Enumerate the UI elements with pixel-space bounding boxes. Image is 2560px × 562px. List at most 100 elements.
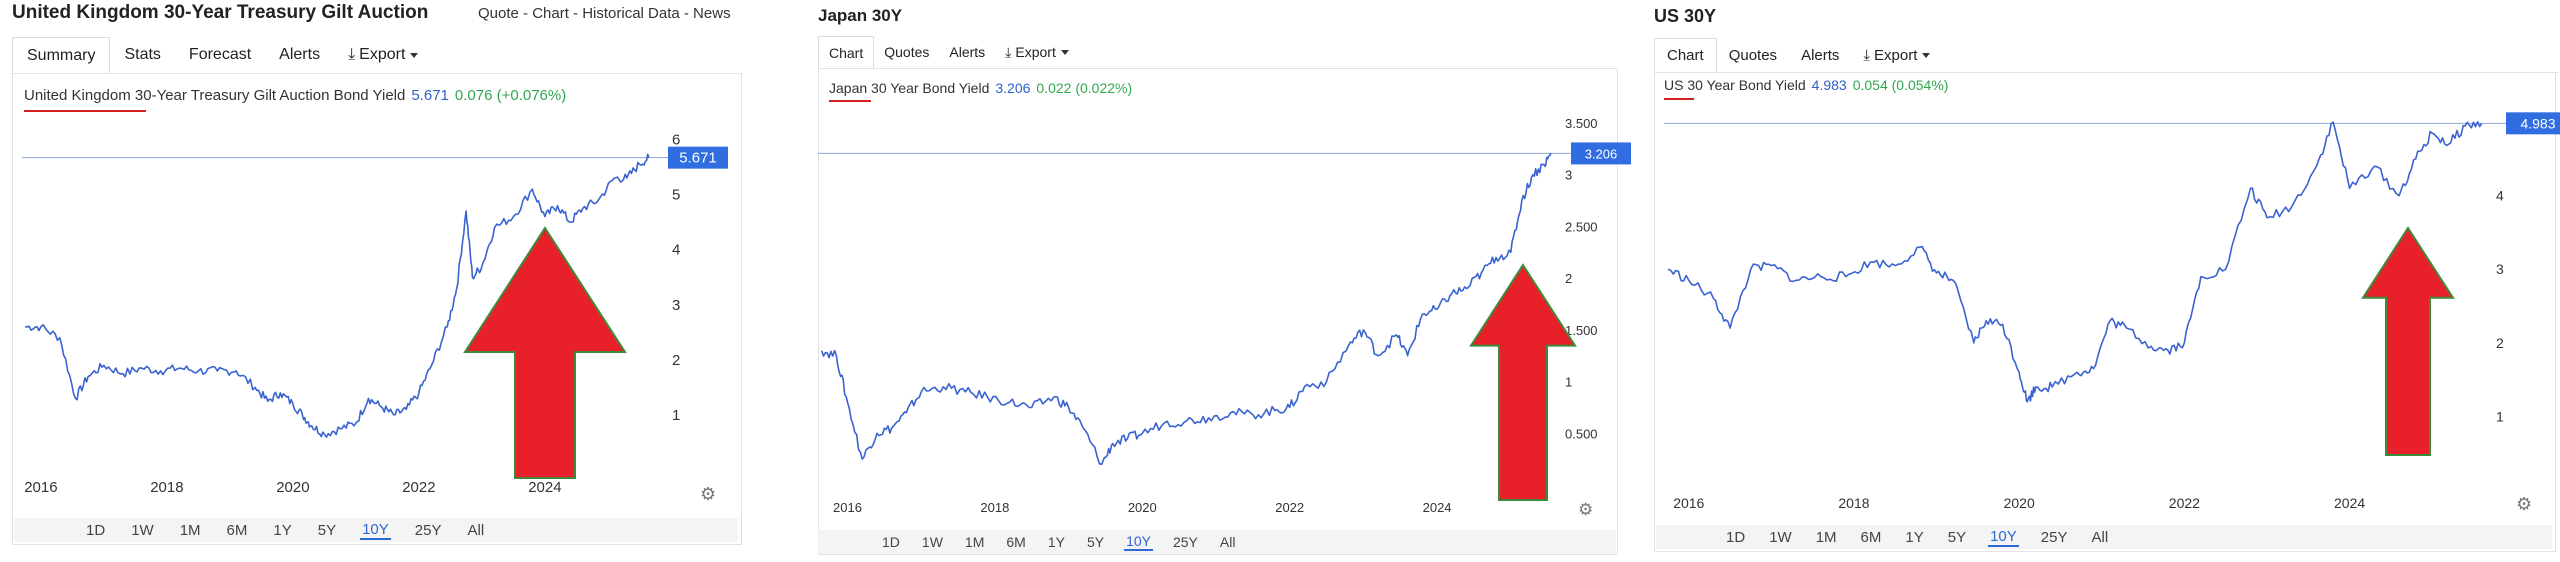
current-value-label: 5.671: [679, 150, 717, 167]
y-tick-label: 4: [2496, 188, 2504, 204]
range-1d[interactable]: 1D: [1726, 528, 1746, 546]
range-5y[interactable]: 5Y: [1086, 534, 1105, 550]
tab-stats[interactable]: Stats: [124, 46, 161, 63]
download-icon: ⤓: [348, 46, 356, 63]
us-30y-panel: US 30Y Chart Quotes Alerts ⤓ Export US 30…: [1650, 0, 2560, 562]
download-icon: ⤓: [1863, 46, 1871, 64]
line-chart: 1 2 3 4 5 6 2016 2018 2020 2022 2024 5.671: [22, 132, 728, 496]
range-25y[interactable]: 25Y: [414, 521, 442, 539]
gear-icon[interactable]: ⚙: [2516, 494, 2533, 514]
range-10y[interactable]: 10Y: [360, 520, 391, 540]
range-25y[interactable]: 25Y: [2040, 528, 2068, 546]
legend-series-underline: [24, 110, 146, 112]
y-tick-label: 1: [1565, 375, 1572, 390]
legend-name: United Kingdom 30-Year Treasury Gilt Auc…: [24, 87, 406, 104]
range-1d[interactable]: 1D: [86, 521, 106, 539]
tab-quotes[interactable]: Quotes: [884, 44, 930, 60]
y-tick-label: 1: [672, 407, 680, 424]
gear-icon[interactable]: ⚙: [1578, 500, 1594, 519]
tab-forecast[interactable]: Forecast: [188, 46, 252, 63]
line-chart: 0.500 1 1.500 2 2.500 3 3.500 2016 2018 2020 2022 2…: [818, 116, 1631, 515]
header-links[interactable]: Quote - Chart - Historical Data - News: [478, 5, 731, 22]
range-all[interactable]: All: [1219, 534, 1236, 550]
range-6m[interactable]: 6M: [226, 521, 248, 539]
range-all[interactable]: All: [467, 521, 485, 539]
export-dropdown[interactable]: ⤓ Export: [995, 36, 1079, 68]
panel-title: Japan 30Y: [818, 6, 903, 25]
legend-series-underline: [1664, 98, 1694, 100]
chart-frame: [12, 73, 742, 545]
x-tick-label: 2016: [1673, 495, 1704, 511]
series-line: [1667, 121, 2483, 403]
chart-legend: United Kingdom 30-Year Treasury Gilt Auc…: [24, 87, 566, 104]
y-tick-label: 3.500: [1565, 116, 1598, 131]
range-all[interactable]: All: [2091, 528, 2109, 546]
gear-icon[interactable]: ⚙: [700, 484, 717, 504]
range-5y[interactable]: 5Y: [1947, 528, 1967, 546]
range-selector: 1D 1W 1M 6M 1Y 5Y 10Y 25Y All: [818, 530, 1616, 554]
x-tick-label: 2020: [1128, 500, 1157, 515]
range-1m[interactable]: 1M: [964, 534, 985, 550]
export-dropdown[interactable]: ⤓ Export: [1851, 38, 1942, 72]
range-1y[interactable]: 1Y: [273, 521, 292, 539]
red-up-arrow-icon: [1469, 263, 1577, 501]
range-25y[interactable]: 25Y: [1172, 534, 1198, 550]
japan-30y-panel: Japan 30Y Chart Quotes Alerts ⤓ Export Ja…: [815, 0, 1631, 562]
range-1d[interactable]: 1D: [882, 534, 900, 550]
chart-legend: Japan 30 Year Bond Yield 3.206 0.022 (0.02…: [829, 80, 1132, 96]
range-1m[interactable]: 1M: [1815, 528, 1837, 546]
x-tick-label: 2022: [2169, 495, 2200, 511]
current-value-badge: [668, 146, 728, 169]
x-tick-label: 2018: [150, 479, 183, 496]
chart-legend: US 30 Year Bond Yield 4.983 0.054 (0.054%): [1664, 77, 1948, 93]
chart-frame: [818, 68, 1618, 555]
tab-chart[interactable]: Chart: [818, 36, 875, 69]
chevron-down-icon: [1922, 52, 1931, 58]
tab-chart[interactable]: Chart: [1654, 38, 1717, 73]
range-10y[interactable]: 10Y: [1124, 533, 1153, 551]
download-icon: ⤓: [1005, 43, 1012, 60]
y-tick-label: 4: [672, 242, 680, 259]
legend-change: 0.076 (+0.076%): [454, 87, 567, 104]
range-1y[interactable]: 1Y: [1047, 534, 1065, 550]
range-6m[interactable]: 6M: [1860, 528, 1882, 546]
panel-title: US 30Y: [1654, 6, 1717, 26]
y-tick-label: 3: [672, 297, 680, 314]
range-selector: 1D 1W 1M 6M 1Y 5Y 10Y 25Y All: [1656, 525, 2552, 549]
range-1y[interactable]: 1Y: [1905, 528, 1924, 546]
tab-quotes[interactable]: Quotes: [1728, 46, 1778, 64]
x-tick-label: 2020: [276, 479, 309, 496]
red-up-arrow-icon: [2361, 226, 2455, 456]
range-10y[interactable]: 10Y: [1988, 527, 2019, 547]
x-tick-label: 2018: [1838, 495, 1869, 511]
series-line: [820, 152, 1552, 466]
x-tick-label: 2022: [402, 479, 435, 496]
y-tick-label: 2: [672, 352, 680, 369]
range-5y[interactable]: 5Y: [317, 521, 337, 539]
y-tick-label: 3: [1565, 168, 1572, 183]
range-1w[interactable]: 1W: [131, 521, 154, 539]
x-tick-label: 2016: [833, 500, 862, 515]
tab-alerts[interactable]: Alerts: [279, 46, 321, 63]
export-dropdown[interactable]: ⤓ Export: [334, 37, 432, 73]
range-1w[interactable]: 1W: [1769, 528, 1792, 546]
range-6m[interactable]: 6M: [1006, 534, 1026, 550]
tab-alerts[interactable]: Alerts: [1801, 46, 1840, 64]
y-tick-label: 0.500: [1565, 426, 1598, 441]
tab-alerts[interactable]: Alerts: [949, 44, 986, 60]
legend-value: 4.983: [1811, 77, 1847, 93]
y-tick-label: 5: [672, 187, 680, 204]
range-selector: 1D 1W 1M 6M 1Y 5Y 10Y 25Y All: [14, 518, 738, 542]
y-tick-label: 2: [1565, 271, 1572, 286]
x-tick-label: 2016: [24, 479, 57, 496]
tab-summary[interactable]: Summary: [12, 37, 111, 74]
legend-name: US 30 Year Bond Yield: [1664, 77, 1806, 93]
legend-change: 0.054 (0.054%): [1852, 77, 1949, 93]
y-tick-label: 1: [2496, 408, 2504, 424]
range-1m[interactable]: 1M: [179, 521, 201, 539]
x-tick-label: 2020: [2004, 495, 2035, 511]
tab-bar: Summary Stats Forecast Alerts ⤓ Export: [12, 37, 742, 74]
range-1w[interactable]: 1W: [921, 534, 943, 550]
legend-change: 0.022 (0.022%): [1036, 80, 1133, 96]
y-tick-label: 2: [2496, 335, 2504, 351]
